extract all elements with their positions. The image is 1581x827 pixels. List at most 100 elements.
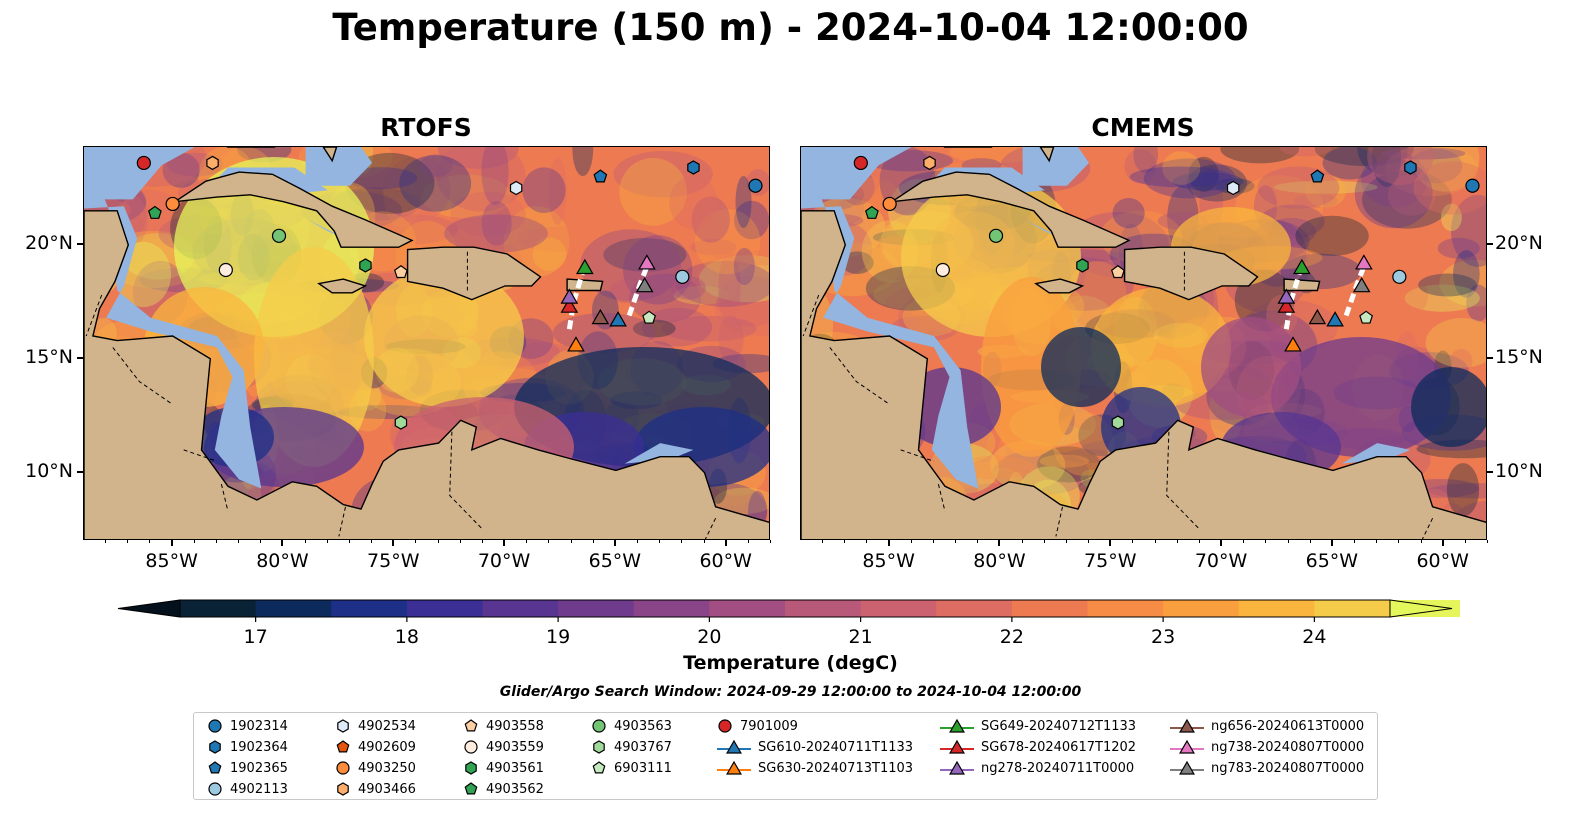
legend-marker — [949, 760, 965, 775]
lon-tick-label: 80°W — [973, 550, 1026, 572]
glider-marker-SG610-20240711T1133 — [609, 311, 627, 327]
lat-tick-label: 20°N — [1495, 231, 1543, 254]
legend-label: SG649-20240712T1133 — [981, 718, 1137, 734]
legend-item: 4903562 — [462, 779, 544, 799]
panel-title-cmems: CMEMS — [1091, 113, 1195, 142]
glider-marker-ng278-20240711T0000 — [560, 288, 579, 304]
glider-legend-icon — [940, 739, 974, 754]
legend-marker — [464, 719, 478, 732]
colorbar-label: Temperature (degC) — [683, 652, 898, 674]
colorbar-tick-label: 22 — [1000, 626, 1024, 648]
legend-item: SG630-20240713T1103 — [716, 758, 913, 778]
argo-legend-icon — [593, 740, 605, 754]
legend-marker — [593, 740, 605, 754]
legend-label: ng738-20240807T0000 — [1211, 739, 1365, 755]
legend-label: 4903563 — [614, 718, 672, 734]
argo-marker-4902534 — [509, 180, 523, 196]
argo-marker-4902113 — [675, 269, 690, 284]
legend-item: 4903561 — [462, 758, 544, 778]
legend-marker — [337, 782, 349, 796]
colorbar-tick-label: 21 — [849, 626, 873, 648]
colorbar-bin — [180, 600, 257, 617]
legend: 1902314 1902364 1902365 4902113 4902534 49026… — [193, 712, 1378, 800]
lat-tick-label: 10°N — [25, 459, 73, 482]
argo-legend-icon — [208, 782, 222, 796]
colorbar-bin — [1011, 600, 1088, 617]
lon-tick-label: 85°W — [145, 550, 198, 572]
argo-marker-4903558 — [1111, 265, 1125, 279]
argo-marker-6903111 — [1359, 310, 1373, 324]
legend-item: 4903466 — [334, 779, 416, 799]
lon-tick-label: 65°W — [588, 550, 642, 572]
argo-marker-4903559 — [218, 262, 233, 278]
argo-marker-1902314 — [748, 178, 763, 193]
legend-label: 4903562 — [486, 781, 544, 797]
argo-marker-1902314 — [1465, 178, 1480, 193]
argo-marker-4903562 — [865, 205, 879, 219]
argo-legend-icon — [208, 719, 222, 733]
argo-legend-icon — [209, 740, 221, 754]
legend-label: SG610-20240711T1133 — [758, 739, 914, 755]
glider-marker-SG649-20240712T1133 — [576, 258, 594, 275]
legend-label: 4902534 — [358, 718, 416, 734]
legend-label: ng278-20240711T0000 — [981, 760, 1135, 776]
legend-marker — [337, 719, 349, 733]
lon-tick-mark — [392, 540, 395, 546]
argo-marker-4903559 — [935, 262, 950, 278]
legend-label: SG630-20240713T1103 — [758, 760, 914, 776]
argo-marker-7901009 — [136, 155, 151, 171]
legend-label: 4903466 — [358, 781, 416, 797]
lon-tick-mark — [1330, 540, 1333, 546]
lon-tick-mark — [1441, 540, 1444, 546]
map-panel-cmems — [800, 146, 1487, 540]
lon-tick-label: 65°W — [1305, 550, 1359, 572]
lat-tick-mark — [1487, 242, 1493, 245]
legend-item: 1902364 — [206, 737, 288, 757]
legend-marker — [949, 718, 965, 733]
legend-marker — [726, 739, 742, 754]
legend-label: ng783-20240807T0000 — [1211, 760, 1365, 776]
lon-tick-label: 75°W — [367, 550, 420, 572]
argo-marker-4903466 — [923, 155, 936, 171]
colorbar-bin — [860, 600, 937, 617]
lat-tick-label: 10°N — [1495, 459, 1543, 482]
glider-marker-SG610-20240711T1133 — [1326, 311, 1344, 327]
glider-marker-ng656-20240613T0000 — [1308, 308, 1327, 325]
map-panel-rtofs — [83, 146, 770, 540]
legend-item: 4902534 — [334, 716, 416, 736]
colorbar-bin — [558, 600, 635, 617]
legend-item: SG649-20240712T1133 — [939, 716, 1136, 736]
colorbar-bin — [1087, 600, 1164, 617]
legend-label: 1902314 — [230, 718, 288, 734]
argo-legend-icon — [337, 782, 349, 796]
legend-item: 7901009 — [716, 716, 798, 736]
glider-marker-SG678-20240617T1202 — [1277, 297, 1296, 313]
colorbar-tick-label: 17 — [244, 626, 268, 648]
legend-marker — [949, 739, 965, 754]
legend-label: 7901009 — [740, 718, 798, 734]
glider-legend-icon — [717, 760, 751, 775]
legend-marker — [208, 782, 222, 796]
argo-marker-6903111 — [642, 310, 656, 324]
lat-tick-label: 15°N — [1495, 345, 1543, 368]
glider-marker-ng278-20240711T0000 — [1277, 288, 1296, 304]
colorbar-under-arrow — [117, 599, 181, 618]
argo-legend-icon — [718, 719, 732, 733]
glider-marker-SG649-20240712T1133 — [1293, 258, 1311, 275]
argo-marker-4903250 — [882, 196, 897, 212]
legend-item: ng278-20240711T0000 — [939, 758, 1134, 778]
argo-legend-icon — [592, 761, 606, 774]
colorbar-bin — [1238, 600, 1315, 617]
lon-tick-label: 85°W — [862, 550, 915, 572]
glider-legend-icon — [940, 718, 974, 733]
legend-label: 4903561 — [486, 760, 544, 776]
panel-title-rtofs: RTOFS — [380, 113, 472, 142]
legend-marker — [1179, 760, 1195, 775]
argo-legend-icon — [208, 761, 222, 774]
legend-marker — [726, 760, 742, 775]
colorbar-bin — [331, 600, 408, 617]
glider-legend-icon — [940, 760, 974, 775]
lon-tick-mark — [887, 540, 890, 546]
legend-label: 1902364 — [230, 739, 288, 755]
argo-legend-icon — [464, 740, 478, 754]
